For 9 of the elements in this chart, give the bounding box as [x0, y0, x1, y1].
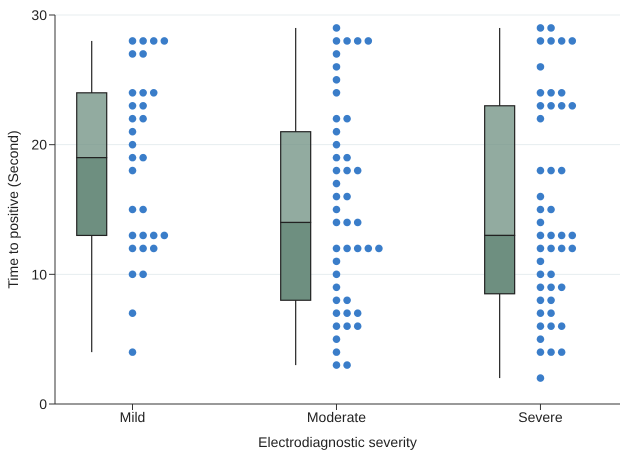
x-axis-title: Electrodiagnostic severity — [258, 434, 417, 450]
x-tick-label: Severe — [518, 408, 563, 425]
x-tick-label: Mild — [120, 408, 146, 425]
x-tick-label: Moderate — [306, 408, 366, 425]
y-axis-title: Time to positive (Second) — [4, 130, 21, 289]
y-tick-label: 10 — [31, 266, 48, 282]
y-tick-label: 20 — [31, 136, 48, 153]
y-tick-label: 0 — [39, 396, 48, 412]
y-tick-label: 30 — [31, 6, 48, 23]
